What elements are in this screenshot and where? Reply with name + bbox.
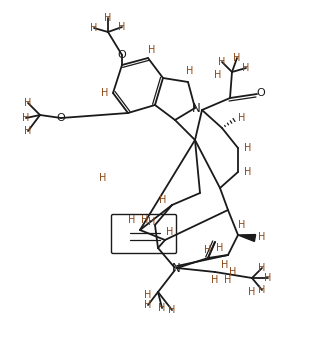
Text: H: H	[238, 220, 246, 230]
Text: H: H	[214, 70, 222, 80]
Text: H: H	[221, 260, 229, 270]
Text: N: N	[172, 261, 180, 274]
Text: H: H	[99, 173, 107, 183]
Text: H: H	[144, 300, 152, 310]
Text: H: H	[264, 273, 272, 283]
Text: H: H	[244, 143, 252, 153]
Text: O: O	[257, 88, 265, 98]
Text: H: H	[24, 98, 32, 108]
Text: O: O	[57, 113, 65, 123]
Text: H: H	[148, 45, 156, 55]
Polygon shape	[238, 234, 256, 241]
Text: H: H	[258, 263, 266, 273]
Text: H: H	[118, 22, 126, 32]
Text: H: H	[104, 13, 112, 23]
Text: H: H	[258, 285, 266, 295]
Text: H: H	[101, 88, 109, 98]
Text: H: H	[24, 126, 32, 136]
Text: H: H	[22, 113, 30, 123]
Text: H: H	[90, 23, 98, 33]
Text: H: H	[229, 267, 237, 277]
Text: H: H	[159, 195, 167, 205]
Text: N: N	[192, 103, 200, 116]
Text: H: H	[186, 66, 194, 76]
Text: H: H	[238, 113, 246, 123]
Text: H: H	[144, 290, 152, 300]
Text: H: H	[141, 215, 149, 225]
Text: H: H	[233, 53, 241, 63]
Text: H: H	[158, 303, 166, 313]
Text: H: H	[148, 217, 156, 227]
Text: H: H	[218, 57, 226, 67]
Text: H: H	[216, 243, 224, 253]
Text: H: H	[224, 275, 232, 285]
Text: H: H	[168, 305, 176, 315]
Text: O: O	[117, 50, 126, 60]
Text: H: H	[211, 275, 219, 285]
Text: H: H	[248, 287, 256, 297]
Text: H: H	[242, 63, 250, 73]
Text: H: H	[204, 245, 212, 255]
Text: H: H	[258, 232, 266, 242]
Text: H: H	[244, 167, 252, 177]
Text: H: H	[166, 227, 174, 237]
Text: H: H	[128, 215, 136, 225]
